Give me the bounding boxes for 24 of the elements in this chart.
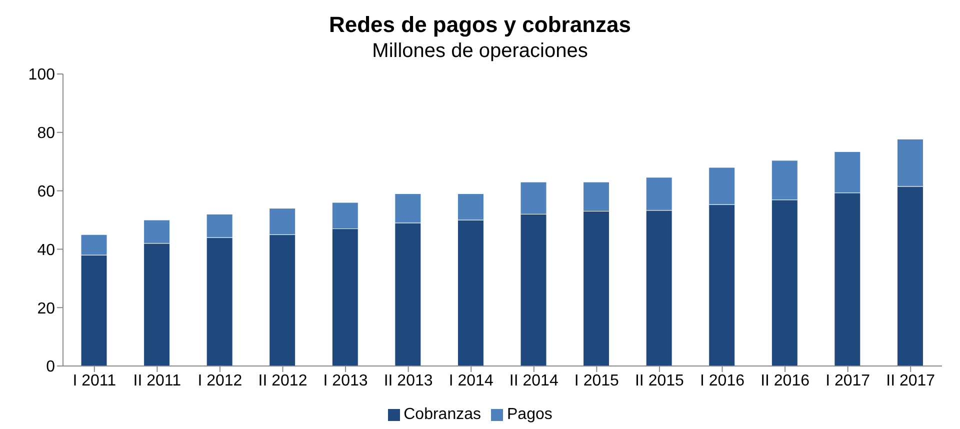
x-tick-label: II 2013 <box>384 372 433 390</box>
y-tick-label: 60 <box>37 183 56 200</box>
x-tick-label: II 2017 <box>886 372 936 390</box>
x-tick-label: II 2015 <box>634 372 684 390</box>
chart-subtitle: Millones de operaciones <box>371 39 589 64</box>
legend-label: Cobranzas <box>404 406 481 423</box>
x-tick-label: I 2011 <box>72 372 116 390</box>
y-tick-label: 80 <box>37 125 56 142</box>
x-tick-label: II 2012 <box>258 372 308 390</box>
legend-label: Pagos <box>507 406 552 423</box>
x-tick-label: I 2016 <box>700 372 745 390</box>
chart-title: Redes de pagos y cobranzas <box>328 12 632 38</box>
x-tick-label: I 2014 <box>448 372 494 390</box>
x-tick-label: I 2013 <box>323 372 368 390</box>
y-tick-label: 20 <box>37 300 56 318</box>
x-tick-label: II 2014 <box>509 372 558 390</box>
y-tick-label: 40 <box>37 242 56 259</box>
x-tick-label: II 2011 <box>133 372 182 390</box>
y-tick-label: 100 <box>28 66 56 84</box>
x-tick-label: II 2016 <box>760 372 810 390</box>
x-tick-label: I 2012 <box>198 372 242 390</box>
x-tick-label: I 2015 <box>574 372 620 390</box>
y-tick-label: 0 <box>46 358 56 376</box>
x-tick-label: I 2017 <box>826 372 870 390</box>
